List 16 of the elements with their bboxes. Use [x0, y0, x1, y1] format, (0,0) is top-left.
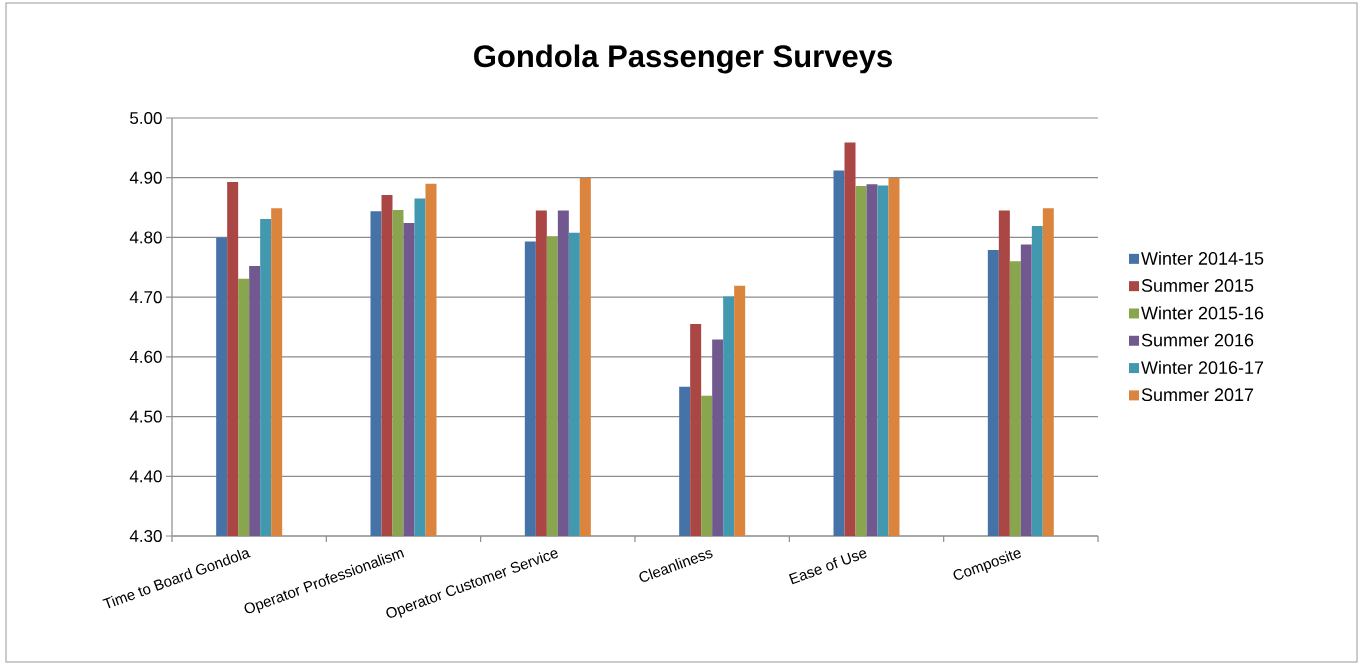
- y-tick-label: 5.00: [130, 111, 162, 125]
- y-tick-label: 4.60: [129, 350, 162, 363]
- chart-title: Gondola Passenger Surveys: [474, 44, 892, 74]
- y-tick-label: 4.90: [129, 171, 162, 184]
- legend-label: Summer 2015: [1141, 279, 1254, 292]
- y-tick-label: 4.40: [129, 470, 162, 483]
- legend-label: Winter 2016-17: [1141, 360, 1264, 375]
- y-tick-label: 4.30: [129, 529, 162, 543]
- y-tick-label: 4.50: [129, 410, 162, 423]
- legend-label: Summer 2016: [1141, 333, 1254, 347]
- legend-label: Winter 2015-16: [1141, 306, 1264, 320]
- legend-label: Winter 2014-15: [1141, 251, 1264, 265]
- x-tick-label: Ease of Use: [788, 550, 867, 585]
- y-tick-label: 4.80: [129, 231, 162, 244]
- legend-label: Summer 2017: [1141, 388, 1254, 402]
- y-tick-label: 4.70: [129, 291, 162, 304]
